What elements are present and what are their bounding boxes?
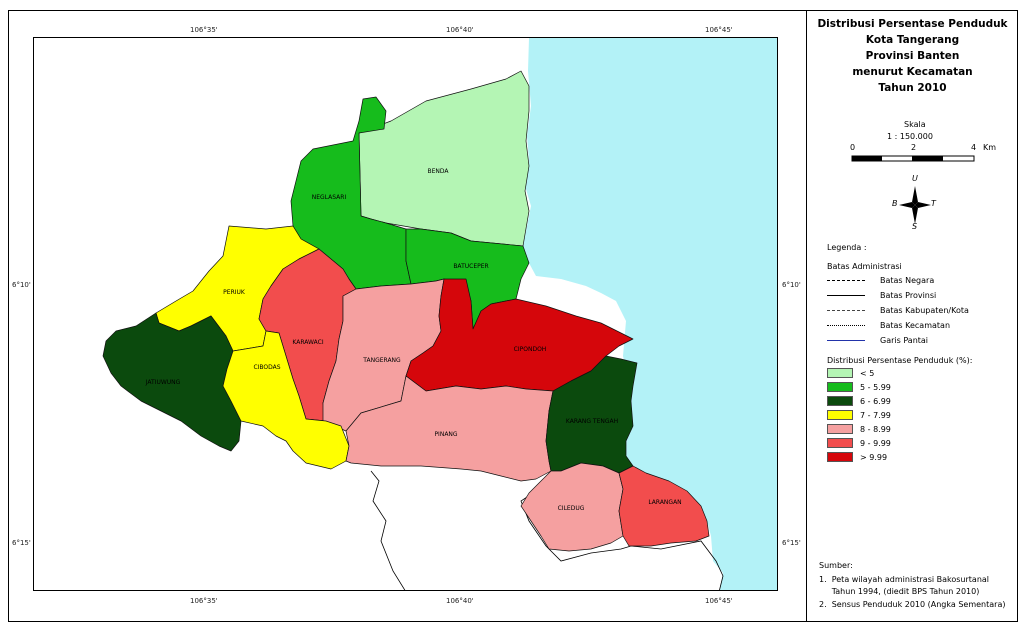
dashdot-line-sample bbox=[827, 310, 865, 311]
north-s: S bbox=[912, 222, 918, 231]
boundary-label: Garis Pantai bbox=[880, 336, 929, 345]
scale-label: Skala bbox=[904, 120, 926, 129]
right-tick-1: 6°10' bbox=[782, 281, 801, 289]
color-swatch bbox=[827, 396, 853, 406]
map-sheet-border bbox=[8, 10, 1018, 622]
north-t: T bbox=[931, 199, 936, 208]
bottom-tick-3: 106°45' bbox=[705, 597, 733, 605]
coastline-sample bbox=[827, 340, 865, 341]
color-swatch bbox=[827, 382, 853, 392]
district-larangan bbox=[618, 465, 710, 547]
label-batuceper: BATUCEPER bbox=[453, 263, 488, 270]
class-label: 7 - 7.99 bbox=[860, 411, 891, 420]
class-label: 9 - 9.99 bbox=[860, 439, 891, 448]
top-tick-1: 106°35' bbox=[190, 26, 218, 34]
source-title: Sumber: bbox=[819, 561, 853, 570]
label-karawaci: KARAWACI bbox=[292, 339, 323, 346]
outside-land-boundary bbox=[370, 470, 406, 590]
legend-panel: Distribusi Persentase Penduduk Kota Tang… bbox=[807, 10, 1018, 622]
class-label: > 9.99 bbox=[860, 453, 888, 462]
label-larangan: LARANGAN bbox=[648, 499, 681, 506]
boundary-label: Batas Provinsi bbox=[880, 291, 937, 300]
boundary-label: Batas Kabupaten/Kota bbox=[880, 306, 969, 315]
scale-tick-4: 4 bbox=[971, 143, 977, 152]
title-line-1: Distribusi Persentase Penduduk bbox=[817, 18, 1008, 30]
class-label: 5 - 5.99 bbox=[860, 383, 891, 392]
scale-tick-0: 0 bbox=[850, 143, 856, 152]
title-line-3: Provinsi Banten bbox=[865, 50, 960, 62]
choropleth-map: BENDA NEGLASARI BATUCEPER PERIUK KARAWAC… bbox=[102, 38, 777, 590]
scale-bar bbox=[851, 155, 975, 162]
district-ciledug bbox=[520, 462, 624, 552]
title-line-5: Tahun 2010 bbox=[878, 82, 947, 94]
legend-title: Legenda : bbox=[827, 243, 867, 252]
source-line-2: Tahun 1994, (diedit BPS Tahun 2010) bbox=[819, 587, 980, 596]
map-title: Distribusi Persentase Penduduk Kota Tang… bbox=[807, 16, 1018, 96]
scale-ratio: 1 : 150.000 bbox=[887, 132, 933, 141]
class-title: Distribusi Persentase Penduduk (%): bbox=[827, 356, 973, 365]
label-cibodas: CIBODAS bbox=[253, 364, 280, 371]
color-swatch bbox=[827, 438, 853, 448]
top-tick-3: 106°45' bbox=[705, 26, 733, 34]
label-cipondoh: CIPONDOH bbox=[514, 346, 547, 353]
class-label: 8 - 8.99 bbox=[860, 425, 891, 434]
color-swatch bbox=[827, 452, 853, 462]
scale-tick-2: 2 bbox=[911, 143, 917, 152]
label-periuk: PERIUK bbox=[223, 289, 246, 296]
top-tick-2: 106°40' bbox=[446, 26, 474, 34]
source-line-3: 2. Sensus Penduduk 2010 (Angka Sementara… bbox=[819, 600, 1006, 609]
label-benda: BENDA bbox=[427, 168, 449, 175]
title-line-4: menurut Kecamatan bbox=[852, 66, 973, 78]
label-jatiuwung: JATIUWUNG bbox=[145, 379, 181, 386]
sea-area bbox=[523, 38, 777, 590]
dashed-line-sample bbox=[827, 280, 865, 281]
color-swatch bbox=[827, 410, 853, 420]
district-benda bbox=[358, 70, 530, 247]
label-ciledug: CILEDUG bbox=[558, 505, 585, 512]
north-arrow-icon bbox=[899, 186, 931, 224]
dotted-line-sample bbox=[827, 325, 865, 326]
class-label: < 5 bbox=[860, 369, 875, 378]
color-swatch bbox=[827, 424, 853, 434]
label-tangerang: TANGERANG bbox=[362, 357, 401, 364]
north-u: U bbox=[912, 174, 918, 183]
source-line-1: 1. Peta wilayah administrasi Bakosurtana… bbox=[819, 575, 990, 584]
boundary-label: Batas Negara bbox=[880, 276, 935, 285]
north-b: B bbox=[892, 199, 898, 208]
label-karang-tengah: KARANG TENGAH bbox=[566, 418, 618, 425]
label-pinang: PINANG bbox=[434, 431, 457, 438]
title-line-2: Kota Tangerang bbox=[865, 34, 960, 46]
left-tick-1: 6°10' bbox=[12, 281, 31, 289]
bottom-tick-1: 106°35' bbox=[190, 597, 218, 605]
right-tick-2: 6°15' bbox=[782, 539, 801, 547]
map-frame: BENDA NEGLASARI BATUCEPER PERIUK KARAWAC… bbox=[33, 37, 778, 591]
color-swatch bbox=[827, 368, 853, 378]
bottom-tick-2: 106°40' bbox=[446, 597, 474, 605]
boundary-title: Batas Administrasi bbox=[827, 262, 902, 271]
panel-divider bbox=[806, 10, 807, 622]
scale-unit: Km bbox=[983, 143, 997, 152]
district-karang-tengah bbox=[545, 355, 638, 474]
left-tick-2: 6°15' bbox=[12, 539, 31, 547]
label-neglasari: NEGLASARI bbox=[312, 194, 347, 201]
boundary-label: Batas Kecamatan bbox=[880, 321, 951, 330]
class-label: 6 - 6.99 bbox=[860, 397, 891, 406]
solid-line-sample bbox=[827, 295, 865, 296]
